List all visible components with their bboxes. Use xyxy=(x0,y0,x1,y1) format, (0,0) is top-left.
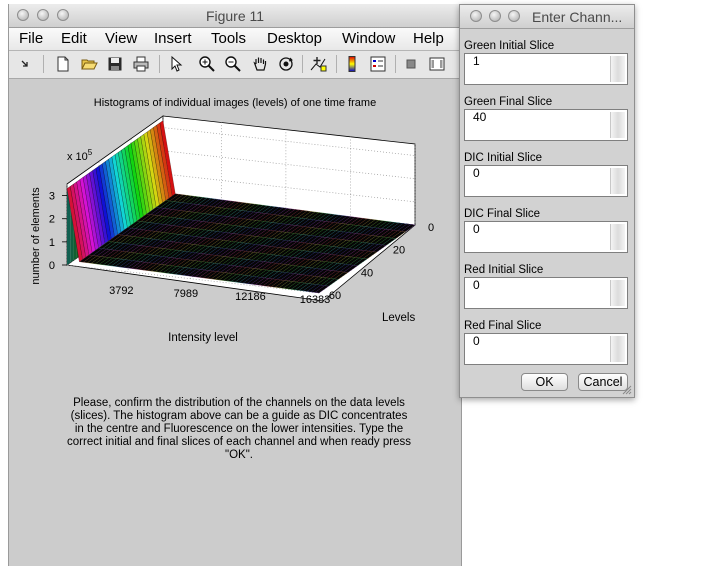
plot-title: Histograms of individual images (levels)… xyxy=(93,97,377,109)
surface-face xyxy=(67,186,71,265)
pan-hand-icon[interactable] xyxy=(251,55,269,73)
dock-arrow-icon[interactable] xyxy=(17,55,35,73)
z-tick-label: 2 xyxy=(49,214,55,226)
dialog-close-button[interactable] xyxy=(470,10,482,22)
green-initial-field[interactable] xyxy=(464,53,628,85)
menu-window[interactable]: Window xyxy=(342,30,396,47)
figure-titlebar[interactable]: Figure 11 xyxy=(9,4,461,28)
dic-initial-label: DIC Initial Slice xyxy=(464,152,542,164)
red-initial-field[interactable] xyxy=(464,277,628,309)
open-file-icon[interactable] xyxy=(80,55,98,73)
z-tick-label: 1 xyxy=(49,237,55,249)
dic-initial-scrollbar[interactable] xyxy=(610,168,625,194)
green-final-field[interactable] xyxy=(464,109,628,141)
print-icon[interactable] xyxy=(132,55,150,73)
x-tick-label: 3792 xyxy=(109,285,133,297)
figure-window-title: Figure 11 xyxy=(205,8,265,24)
dic-final-field[interactable] xyxy=(464,221,628,253)
z-exponent-label: x 105 xyxy=(67,148,93,163)
red-final-label: Red Final Slice xyxy=(464,320,542,332)
menu-tools[interactable]: Tools xyxy=(211,30,247,47)
menu-file[interactable]: File xyxy=(19,30,44,47)
green-final-scrollbar[interactable] xyxy=(610,112,625,138)
menu-insert[interactable]: Insert xyxy=(154,30,192,47)
red-final-field[interactable] xyxy=(464,333,628,365)
x-tick-label: 12186 xyxy=(235,291,266,303)
save-icon[interactable] xyxy=(106,55,124,73)
new-figure-icon[interactable] xyxy=(54,55,72,73)
zoom-in-icon[interactable] xyxy=(198,55,216,73)
green-initial-label: Green Initial Slice xyxy=(464,40,555,52)
z-axis-label: number of elements xyxy=(30,187,42,285)
dic-final-label: DIC Final Slice xyxy=(464,208,541,220)
surface-face xyxy=(314,285,329,294)
resize-grip-icon[interactable] xyxy=(622,385,632,395)
figure-window: Figure 11 File Edit View Insert Tools De… xyxy=(8,4,462,566)
menu-desktop[interactable]: Desktop xyxy=(267,30,323,47)
enter-channels-dialog: Enter Chann... Green Initial Slice Green… xyxy=(459,4,635,398)
zoom-out-icon[interactable] xyxy=(224,55,242,73)
x-tick-label: 7989 xyxy=(174,288,198,300)
close-window-button[interactable] xyxy=(17,9,29,21)
y-tick-label: 20 xyxy=(393,245,405,257)
figure-toolbar xyxy=(9,51,461,79)
axis-ticks: 0 1 2 3 3792 7989 12186 16383 0 20 40 60 xyxy=(49,191,434,306)
hide-plot-tools-icon[interactable] xyxy=(402,55,420,73)
show-plot-tools-icon[interactable] xyxy=(428,55,446,73)
cancel-button[interactable]: Cancel xyxy=(578,373,628,391)
rotate-3d-icon[interactable] xyxy=(277,55,295,73)
dialog-titlebar[interactable]: Enter Chann... xyxy=(460,5,634,29)
red-initial-scrollbar[interactable] xyxy=(610,280,625,306)
menu-bar: File Edit View Insert Tools Desktop Wind… xyxy=(9,28,461,51)
y-tick-label: 60 xyxy=(329,290,341,302)
z-tick-label: 3 xyxy=(49,191,55,203)
z-tick-label: 0 xyxy=(49,260,55,272)
histogram-surface-plot[interactable]: 0 1 2 3 3792 7989 12186 16383 0 20 40 60 x 105 numb… xyxy=(9,4,461,384)
y-grid-line xyxy=(66,184,320,294)
colorbar-icon[interactable] xyxy=(343,55,361,73)
green-final-label: Green Final Slice xyxy=(464,96,553,108)
x-tick-label: 16383 xyxy=(300,294,331,306)
surface-mesh xyxy=(66,120,416,294)
menu-view[interactable]: View xyxy=(105,30,138,47)
instructions-text: Please, confirm the distribution of the … xyxy=(67,397,411,461)
pointer-icon[interactable] xyxy=(167,55,185,73)
zoom-window-button[interactable] xyxy=(57,9,69,21)
dic-initial-field[interactable] xyxy=(464,165,628,197)
minimize-window-button[interactable] xyxy=(37,9,49,21)
green-initial-input[interactable] xyxy=(473,54,603,68)
y-axis-label: Levels xyxy=(382,312,415,324)
menu-edit[interactable]: Edit xyxy=(61,30,87,47)
red-initial-label: Red Initial Slice xyxy=(464,264,544,276)
y-tick-label: 0 xyxy=(428,222,434,234)
dialog-zoom-button[interactable] xyxy=(508,10,520,22)
dialog-minimize-button[interactable] xyxy=(489,10,501,22)
green-final-input[interactable] xyxy=(473,110,603,124)
red-final-scrollbar[interactable] xyxy=(610,336,625,362)
legend-icon[interactable] xyxy=(369,55,387,73)
dic-initial-input[interactable] xyxy=(473,166,603,180)
ok-button[interactable]: OK xyxy=(521,373,568,391)
red-initial-input[interactable] xyxy=(473,278,603,292)
menu-help[interactable]: Help xyxy=(413,30,444,47)
dialog-title: Enter Chann... xyxy=(532,9,623,25)
data-cursor-icon[interactable] xyxy=(309,55,327,73)
x-axis-label: Intensity level xyxy=(168,332,238,344)
dic-final-scrollbar[interactable] xyxy=(610,224,625,250)
y-tick-label: 40 xyxy=(361,267,373,279)
dic-final-input[interactable] xyxy=(473,222,603,236)
green-initial-scrollbar[interactable] xyxy=(610,56,625,82)
red-final-input[interactable] xyxy=(473,334,603,348)
